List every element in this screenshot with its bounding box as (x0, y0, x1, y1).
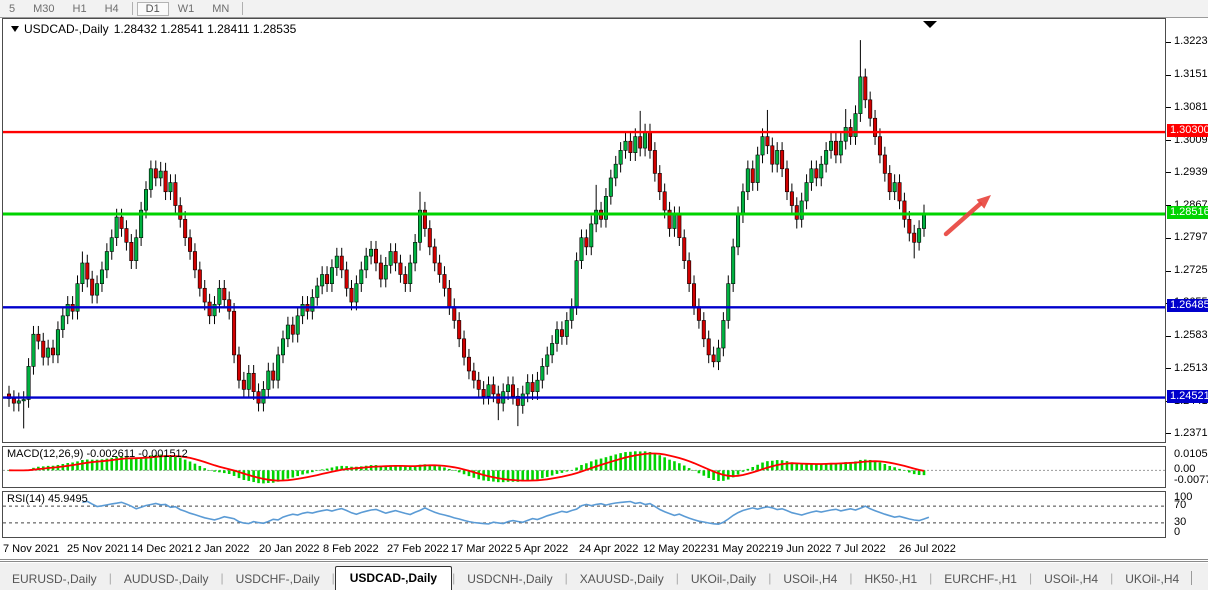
tab-xauusd-daily[interactable]: XAUUSD-,Daily (579, 572, 664, 586)
tab-separator: | (1110, 571, 1114, 585)
chart-title: USDCAD-,Daily 1.28432 1.28541 1.28411 1.… (11, 22, 296, 36)
price-tick-label: 1.29390 (1174, 165, 1208, 178)
date-tick-label: 25 Nov 2021 (67, 543, 130, 555)
tab-separator: | (564, 571, 568, 585)
price-tick-label: 1.31510 (1174, 68, 1208, 81)
tab-separator: | (849, 571, 853, 585)
tab-separator: | (675, 571, 679, 585)
price-tick-label: 1.30810 (1174, 100, 1208, 113)
tab-audusd-daily[interactable]: AUDUSD-,Daily (123, 572, 209, 586)
tab-ukoil-h4[interactable]: UKOil-,H4 (1125, 572, 1180, 586)
tab-separator: | (452, 571, 456, 585)
date-tick-label: 5 Apr 2022 (515, 543, 569, 555)
date-tick-label: 27 Feb 2022 (387, 543, 449, 555)
price-tick-mark (1166, 205, 1171, 207)
price-tick-mark (1166, 433, 1171, 435)
ohlc-values: 1.28432 1.28541 1.28411 1.28535 (113, 22, 297, 36)
date-tick-label: 31 May 2022 (707, 543, 771, 555)
price-tick-label: 1.25130 (1174, 361, 1208, 374)
rsi-axis-label: 30 (1174, 515, 1187, 528)
macd-chart[interactable] (3, 447, 1165, 487)
price-level-badge: 1.28516 (1167, 206, 1208, 219)
price-tick-label: 1.32230 (1174, 35, 1208, 48)
price-axis: 1.322301.315101.308101.300901.293901.286… (1166, 0, 1208, 590)
price-tick-mark (1166, 172, 1171, 174)
timeframe-button-m30[interactable]: M30 (33, 2, 55, 15)
rsi-axis-label: 70 (1174, 499, 1187, 512)
price-tick-label: 1.27970 (1174, 231, 1208, 244)
price-tick-label: 1.27250 (1174, 264, 1208, 277)
tab-ukoil-daily[interactable]: UKOil-,Daily (690, 572, 757, 586)
symbol-period-label: USDCAD-,Daily (24, 22, 109, 36)
tab-separator: | (331, 571, 335, 585)
price-tick-mark (1166, 107, 1171, 109)
tab-separator: | (768, 571, 772, 585)
tab-separator: | (108, 571, 112, 585)
date-tick-label: 12 May 2022 (643, 543, 707, 555)
price-tick-mark (1166, 41, 1171, 43)
date-tick-label: 14 Dec 2021 (131, 543, 194, 555)
date-tick-label: 8 Feb 2022 (323, 543, 379, 555)
date-tick-label: 24 Apr 2022 (579, 543, 639, 555)
date-tick-label: 7 Jul 2022 (835, 543, 886, 555)
timeframe-button-w1[interactable]: W1 (177, 2, 195, 15)
tab-eurchf-h1[interactable]: EURCHF-,H1 (944, 572, 1017, 586)
price-level-badge: 1.30300 (1167, 124, 1208, 137)
macd-axis-min: -0.00774 (1174, 474, 1208, 486)
rsi-chart[interactable] (3, 492, 1165, 537)
toolbar-separator (242, 2, 244, 15)
timeframe-button-5[interactable]: 5 (9, 2, 16, 15)
tab-separator: | (929, 571, 933, 585)
macd-label: MACD(12,26,9) -0.002611 -0.001512 (7, 448, 188, 460)
timeframe-button-mn[interactable]: MN (212, 2, 230, 15)
timeframe-button-d1[interactable]: D1 (136, 1, 169, 16)
macd-axis-zero: 0.00 (1174, 463, 1196, 476)
rsi-panel[interactable]: RSI(14) 45.9495 (2, 491, 1166, 538)
date-axis: 7 Nov 2021 25 Nov 2021 14 Dec 2021 2 Jan 20… (0, 543, 1166, 558)
divider-line (0, 559, 1208, 560)
rsi-label: RSI(14) 45.9495 (7, 493, 88, 505)
tab-separator: | (1028, 571, 1033, 585)
trend-arrow-object[interactable] (976, 195, 992, 209)
chevron-down-icon[interactable] (11, 26, 19, 32)
price-tick-label: 1.23710 (1174, 426, 1208, 439)
date-tick-label: 2 Jan 2022 (195, 543, 250, 555)
tabbar-separator (1191, 571, 1193, 585)
candlestick-chart[interactable] (3, 19, 1165, 442)
tab-usdcnh-daily[interactable]: USDCNH-,Daily (467, 572, 553, 586)
main-chart-panel[interactable]: USDCAD-,Daily 1.28432 1.28541 1.28411 1.… (2, 18, 1166, 443)
tab-usoil-h4[interactable]: USOil-,H4 (783, 572, 838, 586)
tab-usdcad-daily[interactable]: USDCAD-,Daily (334, 566, 453, 590)
price-tick-mark (1166, 140, 1171, 142)
tab-hk50-h1[interactable]: HK50-,H1 (864, 572, 918, 586)
tab-usoil-h4[interactable]: USOil-,H4 (1044, 572, 1099, 586)
price-tick-mark (1166, 270, 1171, 272)
rsi-axis-label: 0 (1174, 526, 1181, 538)
date-tick-label: 26 Jul 2022 (899, 543, 956, 555)
timeframe-button-h4[interactable]: H4 (104, 2, 119, 15)
price-tick-mark (1166, 368, 1171, 370)
shift-marker-icon (923, 21, 937, 28)
price-level-badge: 1.26485 (1167, 299, 1208, 313)
price-tick-mark (1166, 74, 1171, 76)
timeframe-button-h1[interactable]: H1 (72, 2, 87, 15)
tab-scroll-arrows: ◄► (1191, 571, 1208, 590)
chart-tab-bar: EURUSD-,Daily | AUDUSD-,Daily | USDCHF-,Dail… (0, 561, 1208, 590)
macd-panel[interactable]: MACD(12,26,9) -0.002611 -0.001512 (2, 446, 1166, 488)
tab-separator: | (220, 571, 224, 585)
date-tick-label: 19 Jun 2022 (771, 543, 832, 555)
price-level-badge: 1.24521 (1167, 389, 1208, 403)
date-tick-label: 17 Mar 2022 (451, 543, 513, 555)
price-tick-label: 1.25830 (1174, 329, 1208, 342)
tab-eurusd-daily[interactable]: EURUSD-,Daily (12, 572, 97, 586)
tab-usdchf-daily[interactable]: USDCHF-,Daily (235, 572, 320, 586)
price-tick-mark (1166, 335, 1171, 337)
rsi-axis-label: 100 (1174, 491, 1193, 503)
timeframe-toolbar: 5 M30 H1 H4 D1 W1 MN (0, 0, 1208, 18)
macd-axis-max: 0.01052 (1174, 448, 1208, 460)
date-tick-label: 7 Nov 2021 (3, 543, 60, 555)
date-tick-label: 20 Jan 2022 (259, 543, 320, 555)
price-tick-mark (1166, 237, 1171, 239)
toolbar-separator (131, 2, 133, 15)
